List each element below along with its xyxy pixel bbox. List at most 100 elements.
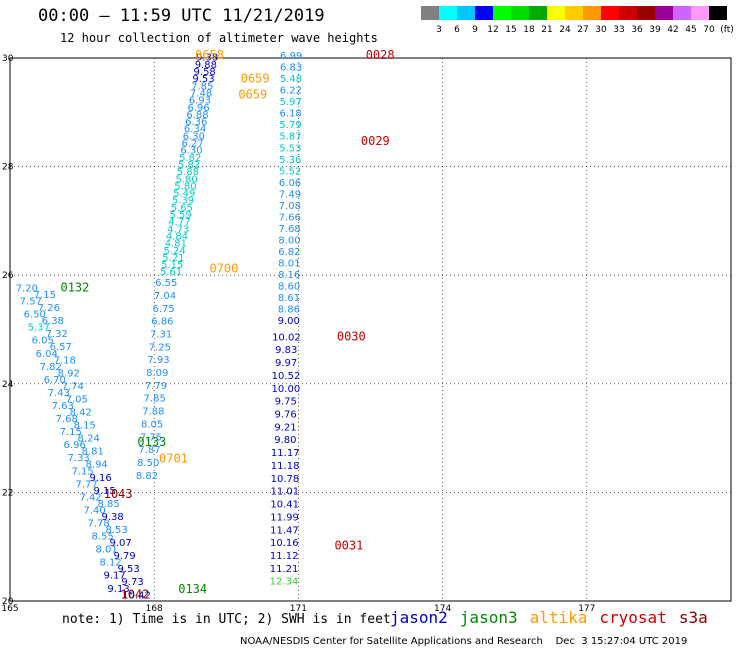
swh-value: 5.97 xyxy=(280,97,302,108)
swh-value: 7.68 xyxy=(56,414,78,425)
swh-value: 10.00 xyxy=(272,384,301,395)
swh-value: 9.17 xyxy=(103,571,125,582)
colorbar-swatch xyxy=(583,6,601,20)
y-tick-label: 20 xyxy=(2,597,14,607)
colorbar-label: 24 xyxy=(559,25,571,35)
swh-value: 7.75 xyxy=(140,432,162,443)
swh-value: 11.21 xyxy=(270,564,299,575)
colorbar-swatch xyxy=(691,6,709,20)
track-time-label: 0701 xyxy=(159,452,188,466)
y-tick-label: 24 xyxy=(2,380,14,390)
swh-value: 7.04 xyxy=(154,291,176,302)
swh-value: 8.12 xyxy=(99,558,121,569)
swh-value: 6.22 xyxy=(280,86,302,97)
colorbar-label: 42 xyxy=(667,25,678,35)
swh-value: 8.15 xyxy=(74,421,96,432)
swh-value: 6.34 xyxy=(184,124,206,135)
colorbar-label: 45 xyxy=(685,25,696,35)
swh-value: 5.87 xyxy=(279,132,301,143)
y-tick-label: 28 xyxy=(2,163,14,173)
track-time-label: 1042 xyxy=(121,587,150,601)
swh-value: 7.42 xyxy=(80,492,102,503)
y-tick-label: 22 xyxy=(2,488,13,498)
swh-value: 10.16 xyxy=(270,538,299,549)
swh-value: 9.38 xyxy=(101,512,123,523)
swh-value: 5.37 xyxy=(28,323,50,334)
y-tick-label: 26 xyxy=(2,271,14,281)
swh-value: 9.58 xyxy=(194,67,216,78)
swh-value: 7.31 xyxy=(150,329,172,340)
colorbar-swatch xyxy=(475,6,493,20)
track-time-label: 1043 xyxy=(104,487,133,501)
swh-value: 10.42 xyxy=(122,590,151,601)
swh-value: 6.96 xyxy=(188,103,210,114)
swh-value: 7.74 xyxy=(62,381,84,392)
swh-value: 6.18 xyxy=(280,109,302,120)
swh-value: 5.39 xyxy=(172,196,194,207)
footer-credit: NOAA/NESDIS Center for Satellite Applica… xyxy=(240,636,688,647)
swh-value: 6.83 xyxy=(280,63,302,74)
swh-value: 7.15 xyxy=(34,290,56,301)
track-time-label: 0659 xyxy=(238,88,267,102)
swh-value: 4.73 xyxy=(167,224,189,235)
swh-value: 12.34 xyxy=(270,577,299,588)
swh-value: 11.47 xyxy=(270,525,299,536)
swh-value: 5.61 xyxy=(160,267,182,278)
swh-value: 6.70 xyxy=(44,375,66,386)
swh-value: 6.82 xyxy=(278,247,300,258)
chart-subtitle: 12 hour collection of altimeter wave hei… xyxy=(60,31,378,45)
swh-value: 9.53 xyxy=(117,564,139,575)
swh-value: 7.85 xyxy=(144,394,166,405)
swh-value: 6.55 xyxy=(155,278,177,289)
colorbar-swatch xyxy=(709,6,727,20)
swh-value: 5.53 xyxy=(279,143,301,154)
swh-value: 6.06 xyxy=(279,178,301,189)
colorbar-label: 70 xyxy=(703,25,715,35)
swh-value: 8.16 xyxy=(278,270,300,281)
swh-value: 7.48 xyxy=(190,88,212,99)
swh-value: 5.82 xyxy=(178,160,200,171)
colorbar-swatch xyxy=(637,6,655,20)
swh-value: 8.81 xyxy=(82,447,104,458)
swh-value: 6.57 xyxy=(50,342,72,353)
swh-value: 9.07 xyxy=(109,538,131,549)
swh-value: 11.01 xyxy=(271,487,300,498)
swh-value: 6.93 xyxy=(189,96,211,107)
x-tick-label: 177 xyxy=(578,604,595,614)
colorbar-swatch xyxy=(619,6,637,20)
y-tick-label: 30 xyxy=(2,54,14,64)
swh-value: 9.83 xyxy=(275,345,297,356)
swh-value: 8.85 xyxy=(98,499,120,510)
swh-value: 10.78 xyxy=(271,474,300,485)
satellite-legend-cryosat: cryosat xyxy=(599,608,667,627)
swh-value: 6.27 xyxy=(182,139,204,150)
swh-value: 7.15 xyxy=(60,427,82,438)
swh-value: 8.60 xyxy=(278,282,300,293)
swh-value: 7.40 xyxy=(83,505,105,516)
swh-value: 6.38 xyxy=(42,316,64,327)
swh-value: 5.24 xyxy=(163,246,185,257)
swh-value: 4.84 xyxy=(166,231,188,242)
swh-value: 6.04 xyxy=(36,349,58,360)
swh-value: 7.93 xyxy=(147,355,169,366)
satellite-legend-jason3: jason3 xyxy=(459,608,518,627)
swh-value: 7.85 xyxy=(191,81,213,92)
colorbar-label: 30 xyxy=(595,25,607,35)
swh-value: 7.15 xyxy=(72,466,94,477)
swh-value: 8.86 xyxy=(278,305,300,316)
swh-value: 7.49 xyxy=(279,189,301,200)
swh-value: 8.92 xyxy=(58,368,80,379)
colorbar-label: (ft) xyxy=(720,25,734,35)
swh-value: 5.36 xyxy=(279,155,301,166)
colorbar-swatch xyxy=(655,6,673,20)
x-tick-label: 171 xyxy=(290,604,307,614)
swh-value: 6.99 xyxy=(280,51,302,62)
swh-value: 7.25 xyxy=(149,342,171,353)
swh-value: 5.79 xyxy=(279,120,301,131)
swh-value: 8.05 xyxy=(141,419,163,430)
swh-value: 7.77 xyxy=(76,479,98,490)
swh-value: 5.15 xyxy=(161,260,183,271)
swh-value: 9.13 xyxy=(107,584,129,595)
colorbar-label: 3 xyxy=(436,25,442,35)
colorbar-swatch xyxy=(529,6,547,20)
